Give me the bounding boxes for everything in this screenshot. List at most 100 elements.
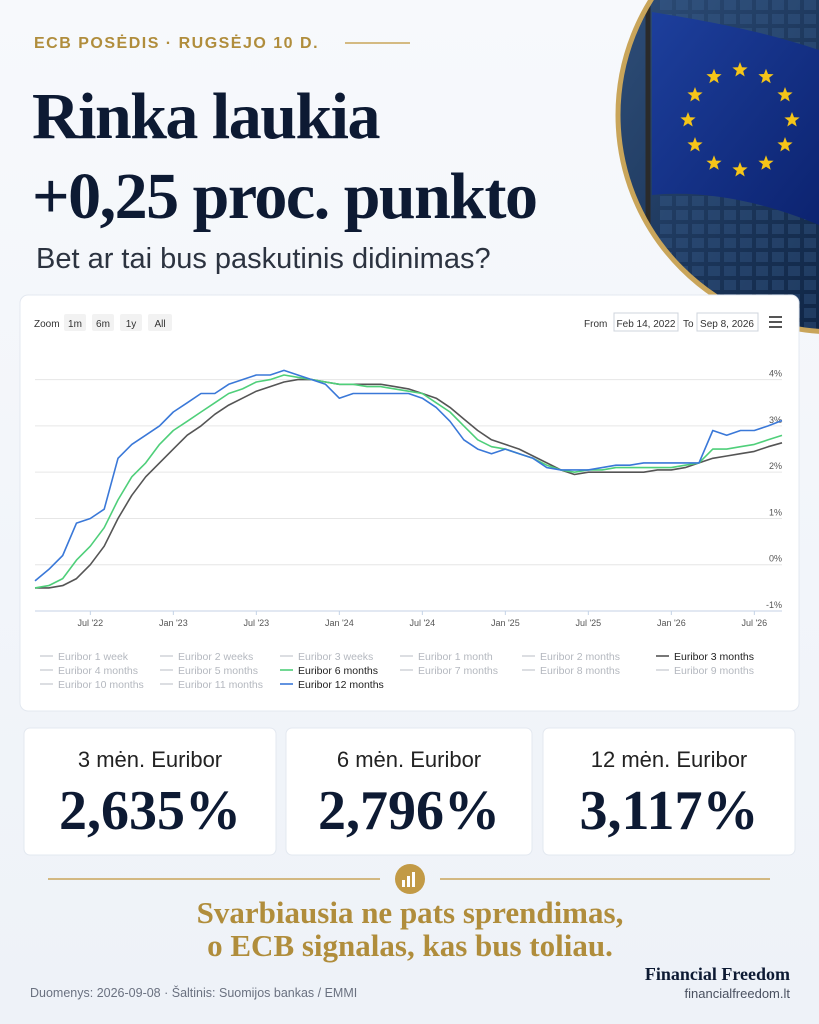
legend-label[interactable]: Euribor 8 months [540,665,620,677]
window [724,238,736,248]
window [788,28,800,38]
y-tick-label: 3% [769,415,782,425]
menu-icon[interactable] [769,321,782,323]
x-tick-label: Jan '26 [657,618,686,628]
window [788,224,800,234]
window [804,294,816,304]
legend-label[interactable]: Euribor 3 months [674,651,754,663]
window [708,224,720,234]
window [804,28,816,38]
legend-label[interactable]: Euribor 7 months [418,665,498,677]
window [756,224,768,234]
legend-label[interactable]: Euribor 9 months [674,665,754,677]
legend-label[interactable]: Euribor 12 months [298,679,384,691]
window [772,238,784,248]
window [724,224,736,234]
legend-label[interactable]: Euribor 4 months [58,665,138,677]
window [740,252,752,262]
window [708,210,720,220]
window [804,280,816,290]
window [804,238,816,248]
legend-label[interactable]: Euribor 2 weeks [178,651,253,663]
from-label: From [584,319,607,330]
legend-label[interactable]: Euribor 10 months [58,679,144,691]
window [772,14,784,24]
window [660,210,672,220]
legend-label[interactable]: Euribor 2 months [540,651,620,663]
cards: 3 mėn. Euribor 2,635% 6 mėn. Euribor 2,796%… [23,727,796,856]
window [772,210,784,220]
legend-label[interactable]: Euribor 11 months [178,679,263,691]
window [788,280,800,290]
legend-label[interactable]: Euribor 3 weeks [298,651,373,663]
icon-bar [407,876,410,887]
menu-icon[interactable] [769,326,782,328]
window [676,238,688,248]
window [772,224,784,234]
series-line [35,378,783,589]
eu-flag [652,12,819,225]
legend-label[interactable]: Euribor 5 months [178,665,258,677]
x-tick-label: Jul '23 [243,618,269,628]
window [772,0,784,10]
star [687,87,703,102]
card-label: 3 mėn. Euribor [78,747,222,772]
window [724,266,736,276]
window [724,196,736,206]
window [740,14,752,24]
zoom-button-label[interactable]: 1y [126,319,137,330]
x-tick-label: Jan '23 [159,618,188,628]
date-input[interactable] [613,312,679,332]
window [676,252,688,262]
window [788,0,800,10]
window [772,28,784,38]
card-label: 12 mėn. Euribor [591,747,748,772]
icon-bar [402,880,405,887]
window [724,14,736,24]
star [758,155,774,170]
window [756,252,768,262]
window [804,14,816,24]
window [676,224,688,234]
zoom-button[interactable] [148,314,172,331]
window [724,210,736,220]
window [756,238,768,248]
window [708,238,720,248]
zoom-button-label[interactable]: All [154,319,165,330]
zoom-button-label[interactable]: 6m [96,319,110,330]
window [756,0,768,10]
legend-label[interactable]: Euribor 1 month [418,651,493,663]
star [732,162,748,177]
card-value: 2,796% [318,780,500,842]
legend-label[interactable]: Euribor 6 months [298,665,378,677]
zoom-button[interactable] [120,314,142,331]
zoom-button-label[interactable]: 1m [68,319,82,330]
window [804,252,816,262]
window [740,280,752,290]
window [708,266,720,276]
title-line: +0,25 proc. punkto [32,160,537,233]
x-tick-label: Jul '24 [409,618,435,628]
flag-stars [680,62,800,177]
date-input[interactable] [696,312,759,332]
window [708,0,720,10]
icon-bar [412,872,415,887]
to-date[interactable]: Sep 8, 2026 [700,319,754,330]
x-tick-label: Jan '24 [325,618,354,628]
menu-icon[interactable] [769,316,782,318]
zoom-button[interactable] [92,314,114,331]
window [740,0,752,10]
legend-label[interactable]: Euribor 1 week [58,651,129,663]
window [692,266,704,276]
window [660,238,672,248]
y-tick-label: 0% [769,554,782,564]
brand-url: financialfreedom.lt [685,986,791,1001]
kicker: ECB POSĖDIS · RUGSĖJO 10 D. [34,34,319,52]
window [772,280,784,290]
series-line [34,374,783,589]
zoom-button[interactable] [64,314,86,331]
from-date[interactable]: Feb 14, 2022 [617,319,676,330]
window [708,196,720,206]
star [784,112,800,127]
